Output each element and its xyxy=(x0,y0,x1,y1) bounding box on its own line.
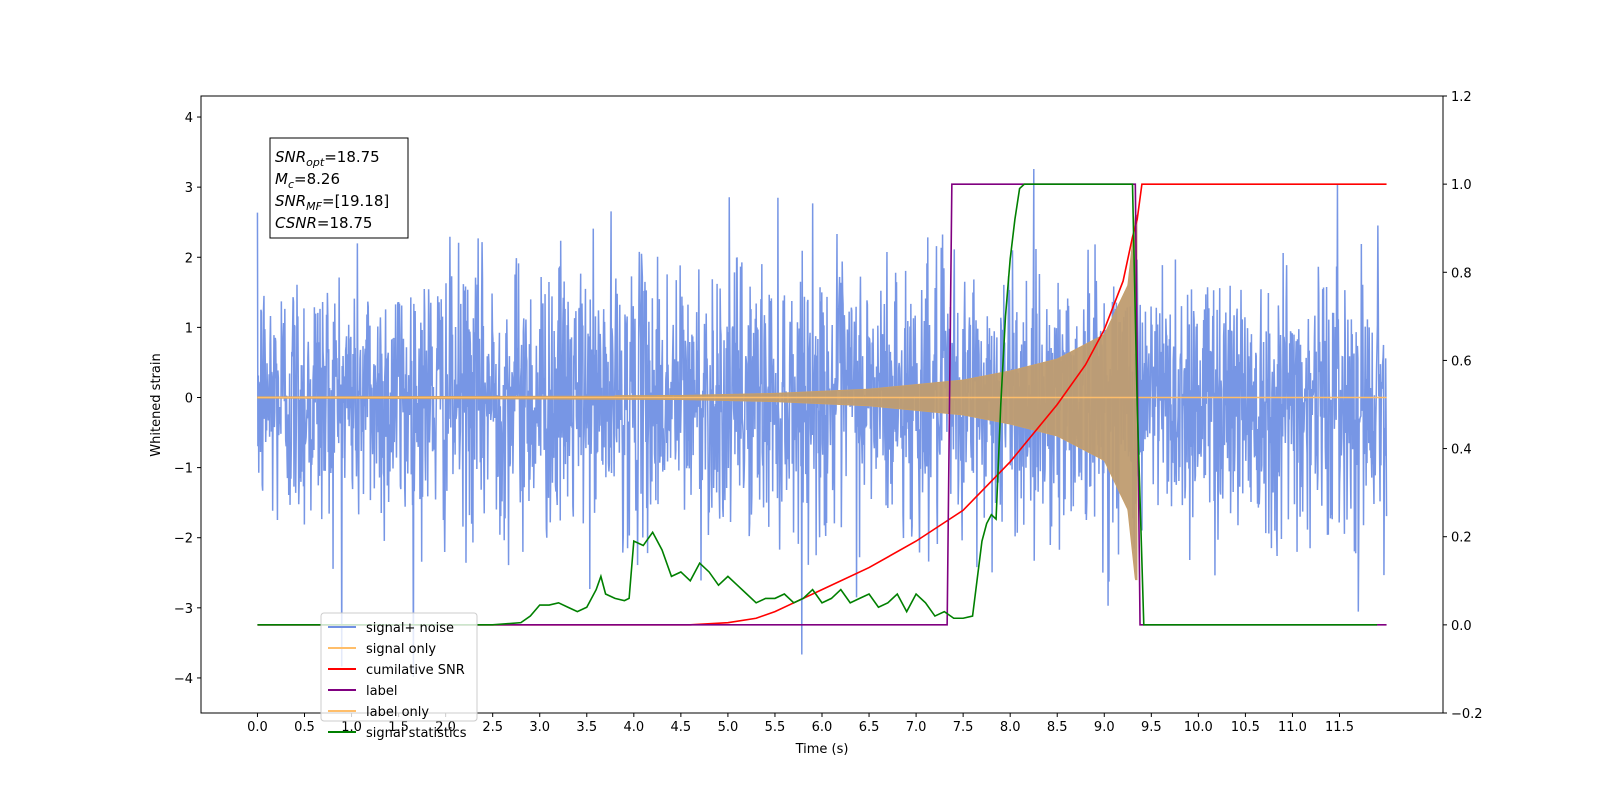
series-signal-noise-line xyxy=(256,169,1388,677)
y-tick-label-right: 0.4 xyxy=(1451,443,1472,458)
y-tick-label-left: −4 xyxy=(174,672,193,687)
plot-area xyxy=(256,169,1388,677)
x-tick-label: 8.0 xyxy=(1000,720,1021,735)
y-tick-label-right: 0.6 xyxy=(1451,354,1472,369)
legend: signal+ noise signal only cumilative SNR la… xyxy=(320,612,478,741)
legend-label-signal-noise: signal+ noise xyxy=(366,621,454,636)
x-tick-label: 2.5 xyxy=(482,720,503,735)
legend-label-signal-only: signal only xyxy=(366,642,436,657)
legend-frame xyxy=(320,612,478,722)
y-tick-label-right: 0.2 xyxy=(1451,531,1472,546)
y-tick-label-left: 1 xyxy=(185,321,193,336)
x-tick-label: 7.5 xyxy=(953,720,974,735)
x-tick-label: 3.5 xyxy=(576,720,597,735)
x-tick-label: 11.5 xyxy=(1325,720,1354,735)
y-tick-label-right: 0.0 xyxy=(1451,619,1472,634)
y-axis-right: −0.2 0.0 0.2 0.4 0.6 0.8 1.0 1.2 xyxy=(1443,90,1483,722)
y-tick-label-left: 0 xyxy=(185,391,193,406)
x-tick-label: 1.5 xyxy=(388,720,409,735)
x-tick-label: 9.5 xyxy=(1141,720,1162,735)
annotation-box: SNRopt=18.75Mc=8.26SNRMF=[19.18]CSNR=18.… xyxy=(269,137,409,239)
x-tick-label: 10.5 xyxy=(1231,720,1260,735)
y-axis-left: −4 −3 −2 −1 0 1 2 3 4 xyxy=(174,111,201,687)
x-axis-label: Time (s) xyxy=(795,742,849,757)
x-tick-label: 10.0 xyxy=(1184,720,1213,735)
y-tick-label-right: 1.2 xyxy=(1451,90,1472,105)
legend-label-label-only: label only xyxy=(366,705,429,720)
y-tick-label-left: 2 xyxy=(185,251,193,266)
x-axis: 0.0 0.5 1.0 1.5 2.0 2.5 3.0 3.5 4.0 4.5 5.0 5.5 6.0 6… xyxy=(247,713,1354,735)
annotation-line: Mc=8.26 xyxy=(275,170,340,191)
y-tick-label-left: −1 xyxy=(174,462,193,477)
annotation-line: CSNR=18.75 xyxy=(275,214,372,232)
x-tick-label: 3.0 xyxy=(529,720,550,735)
y-tick-label-left: 3 xyxy=(185,181,193,196)
series-cumilative-snr-line xyxy=(257,183,1387,626)
y-tick-label-left: −2 xyxy=(174,532,193,547)
x-tick-label: 9.0 xyxy=(1094,720,1115,735)
x-tick-label: 2.0 xyxy=(435,720,456,735)
x-tick-label: 0.0 xyxy=(247,720,268,735)
x-tick-label: 7.0 xyxy=(906,720,927,735)
x-tick-label: 8.5 xyxy=(1047,720,1068,735)
y-tick-label-right: −0.2 xyxy=(1451,707,1483,722)
y-tick-label-right: 0.8 xyxy=(1451,266,1472,281)
x-tick-label: 4.0 xyxy=(623,720,644,735)
annotation-line: SNRMF=[19.18] xyxy=(275,192,389,213)
legend-label-signal-statistics: signal statistics xyxy=(366,726,467,741)
x-tick-label: 6.5 xyxy=(859,720,880,735)
annotation-line: SNRopt=18.75 xyxy=(275,148,380,169)
legend-label-label: label xyxy=(366,684,397,699)
x-tick-label: 6.0 xyxy=(812,720,833,735)
x-tick-label: 11.0 xyxy=(1278,720,1307,735)
x-tick-label: 0.5 xyxy=(294,720,315,735)
x-tick-label: 5.5 xyxy=(765,720,786,735)
y-tick-label-left: 4 xyxy=(185,111,193,126)
y-tick-label-left: −3 xyxy=(174,602,193,617)
x-tick-label: 4.5 xyxy=(671,720,692,735)
legend-label-cumilative-snr: cumilative SNR xyxy=(366,663,465,678)
y-tick-label-right: 1.0 xyxy=(1451,178,1472,193)
x-tick-label: 5.0 xyxy=(718,720,739,735)
y-axis-label: Whitened strain xyxy=(149,353,164,456)
series-signal-statistics-line xyxy=(257,183,1378,626)
annotation-frame xyxy=(269,137,409,239)
